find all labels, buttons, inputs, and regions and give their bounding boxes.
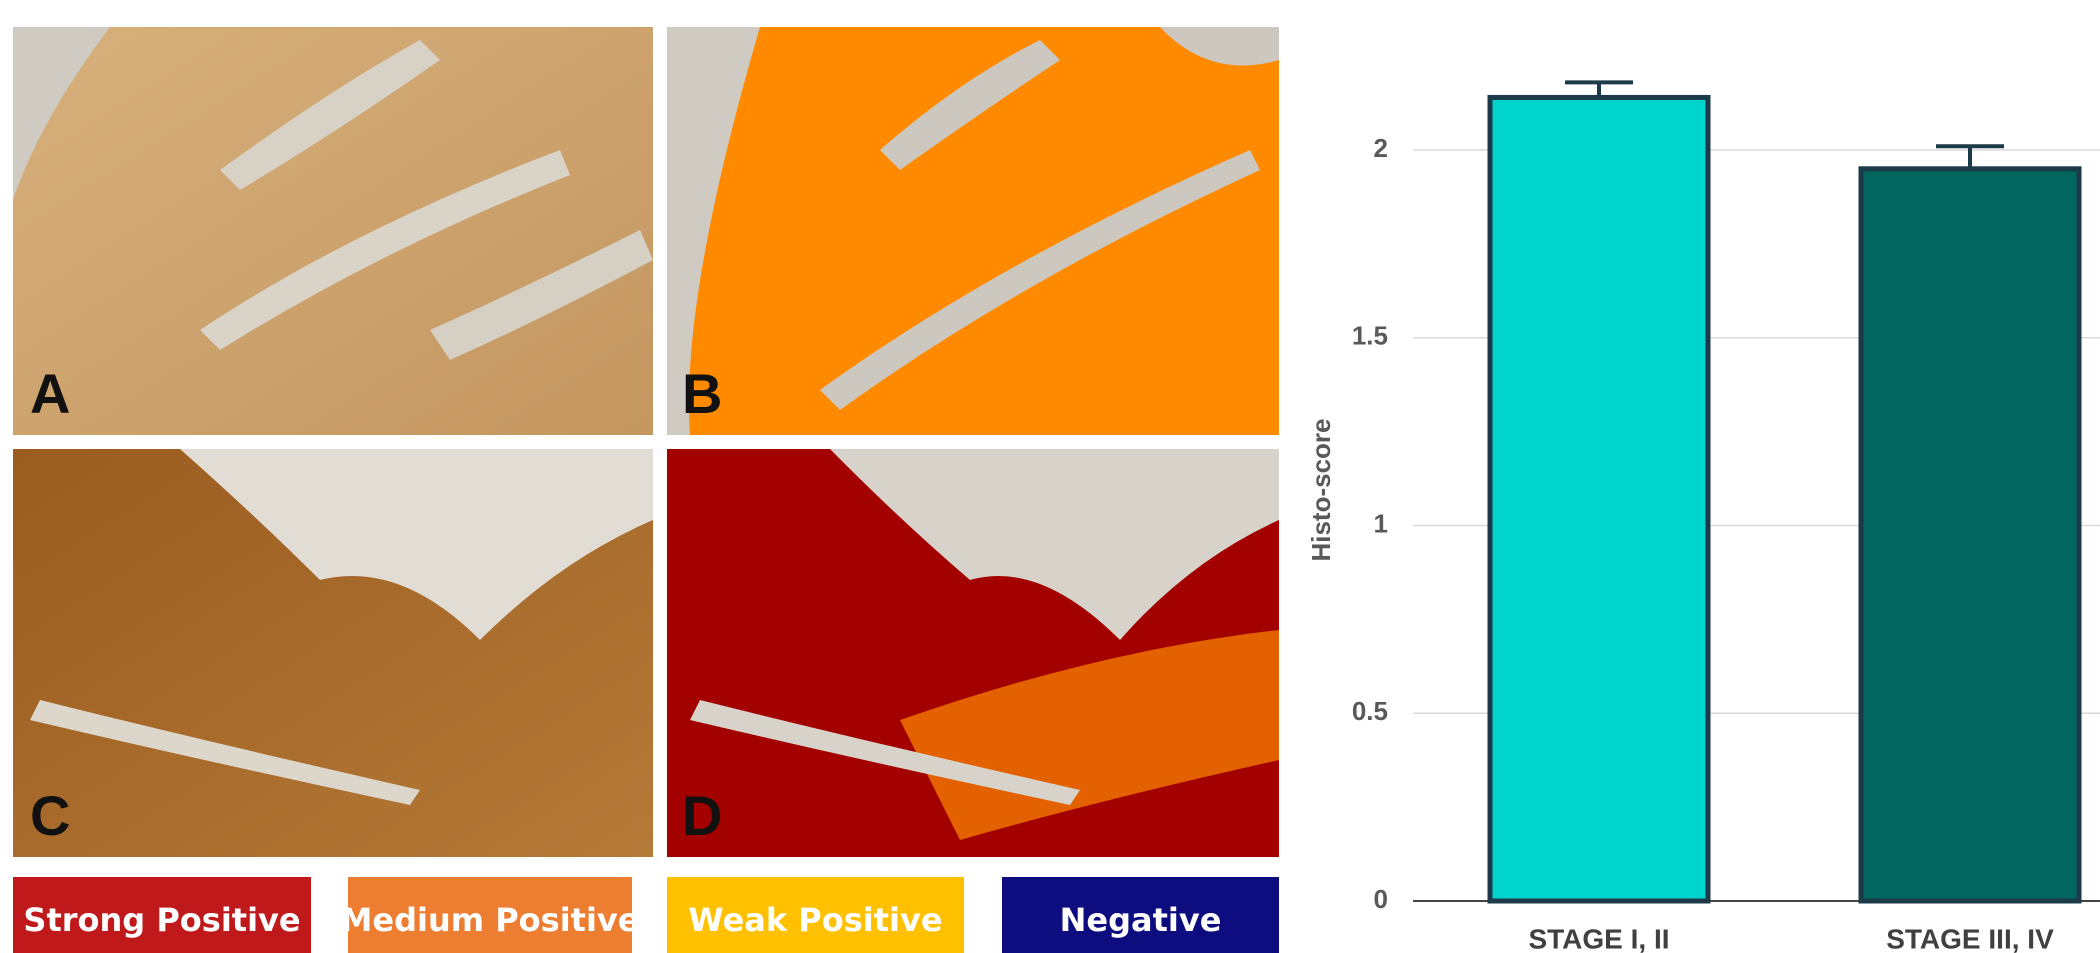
figure: A B C D Strong Positive Medium Positive We… [0,0,2100,953]
panel-label: D [682,784,722,847]
y-tick-label: 1 [1374,508,1388,538]
legend-label: Medium Positive [341,901,640,939]
panel-label: C [30,784,70,847]
micrograph-b [667,27,1279,435]
y-tick-label: 0 [1374,884,1388,914]
figure-canvas: A B C D Strong Positive Medium Positive We… [0,0,2100,953]
bar [1490,97,1708,901]
y-tick-label: 1.5 [1352,321,1388,351]
legend-label: Strong Positive [23,901,300,939]
x-tick-label: STAGE III, IV [1886,923,2054,953]
x-tick-label: STAGE I, II [1528,923,1669,953]
y-axis-label: Histo-score [1306,418,1336,561]
y-tick-label: 0.5 [1352,696,1388,726]
legend-label: Weak Positive [688,901,942,939]
legend-label: Negative [1060,901,1222,939]
panel-label: B [682,362,722,425]
bar [1861,169,2079,901]
panel-label: A [30,362,70,425]
stain-legend: Strong Positive Medium Positive Weak Posit… [13,877,1279,953]
bar-chart: 0 0.5 1 1.5 2 STAGE I, II STAGE III, IV [1352,82,2100,953]
y-tick-label: 2 [1374,133,1388,163]
micrograph-a [13,27,653,435]
micrograph-d [667,449,1279,857]
micrograph-c [13,449,653,857]
